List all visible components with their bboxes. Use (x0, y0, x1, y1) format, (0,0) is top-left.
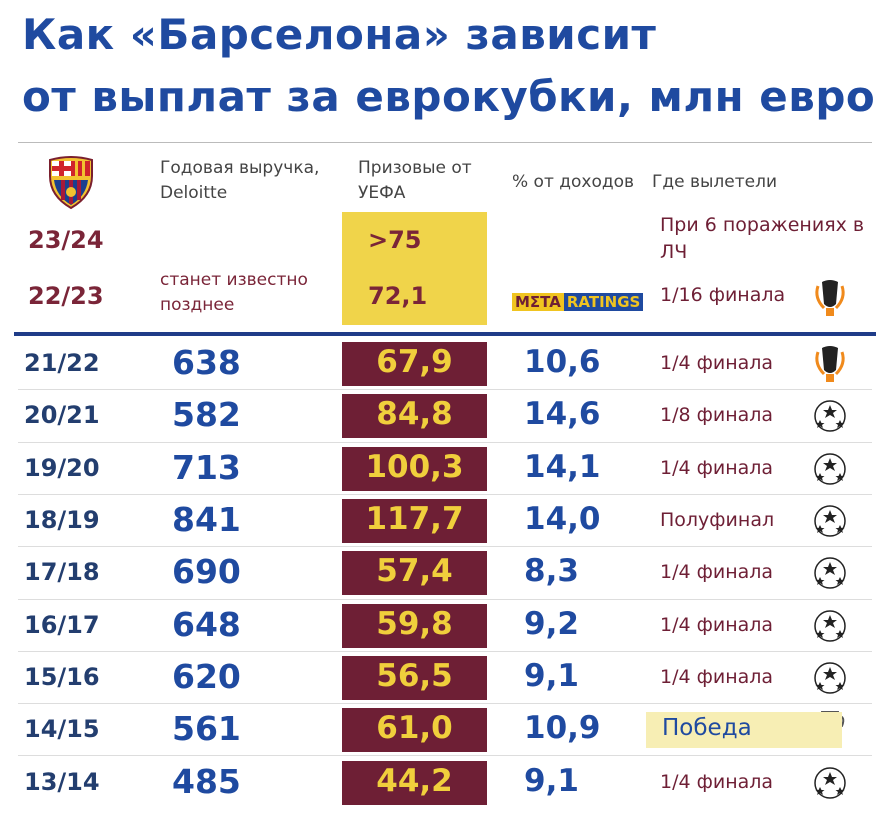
revenue: 561 (172, 709, 241, 749)
divider (18, 142, 872, 143)
champions-league-icon (814, 505, 846, 537)
season: 14/15 (24, 715, 100, 744)
prize: 61,0 (376, 710, 453, 747)
europa-league-icon (815, 278, 845, 318)
prize: 56,5 (376, 657, 453, 694)
stage: 1/16 финала (660, 284, 786, 306)
prize-box (342, 708, 487, 753)
stage-highlight (646, 712, 842, 749)
row-separator (18, 598, 872, 600)
champions-league-icon (814, 766, 846, 799)
season: 18/19 (24, 506, 100, 535)
row-separator (18, 441, 872, 443)
column-header: % от доходов (512, 172, 635, 192)
revenue: 713 (172, 447, 241, 487)
column-header: Где вылетели (652, 172, 778, 192)
prize: >75 (368, 226, 422, 254)
champions-league-icon (814, 400, 846, 433)
prize: 57,4 (376, 553, 453, 590)
row-separator (18, 493, 872, 495)
revenue: 648 (172, 604, 241, 644)
share: 9,2 (524, 605, 579, 642)
prize: 44,2 (376, 762, 453, 799)
note: станет известно позднее (160, 270, 308, 315)
prize-box (342, 603, 487, 648)
prize-box (342, 446, 487, 491)
season: 16/17 (24, 610, 100, 639)
stage: 1/4 финала (660, 456, 774, 479)
prize-box (342, 551, 487, 596)
prize-highlight (342, 212, 487, 325)
europa-league-icon (815, 344, 845, 384)
stage: 1/4 финала (660, 613, 774, 636)
club-crest (49, 156, 93, 210)
share: 14,1 (524, 448, 601, 485)
prize-box (342, 499, 487, 544)
share: 9,1 (524, 762, 579, 799)
champions-league-icon (814, 557, 846, 590)
season: 15/16 (24, 662, 100, 691)
prize: 84,8 (376, 396, 453, 433)
row-separator (18, 755, 872, 757)
title: от выплат за еврокубки, млн евро (22, 72, 876, 121)
season: 20/21 (24, 401, 100, 430)
revenue: 620 (172, 656, 241, 696)
column-header: Годовая выручка, Deloitte (160, 158, 320, 203)
row-separator (18, 546, 872, 548)
title: Как «Барселона» зависит (22, 10, 657, 59)
brand-right: RATINGS (563, 293, 644, 311)
revenue: 841 (172, 500, 241, 540)
share: 10,6 (524, 344, 601, 381)
share: 10,9 (524, 710, 601, 747)
share: 8,3 (524, 553, 579, 590)
stage: 1/4 финала (660, 770, 774, 793)
season: 23/24 (28, 226, 104, 254)
brand: MΣTA RATINGS (512, 291, 644, 313)
prize-box (342, 655, 487, 700)
revenue: 638 (172, 343, 241, 383)
season: 17/18 (24, 558, 100, 587)
prize: 117,7 (365, 501, 464, 538)
row-separator (18, 650, 872, 652)
prize-box (342, 342, 487, 387)
share: 14,0 (524, 501, 601, 538)
champions-league-icon (814, 662, 846, 694)
champions-league-icon (814, 453, 846, 485)
stage: Полуфинал (660, 509, 775, 532)
row-separator (18, 703, 872, 705)
stage: При 6 поражениях в ЛЧ (660, 214, 865, 263)
prize: 100,3 (365, 448, 464, 485)
stage: 1/4 финала (660, 352, 774, 375)
stage: 1/8 финала (660, 404, 774, 427)
share: 9,1 (524, 657, 579, 694)
season: 19/20 (24, 453, 100, 482)
share: 14,6 (524, 396, 601, 433)
column-header: Призовые от УЕФА (358, 158, 472, 203)
prize: 67,9 (376, 344, 453, 381)
revenue: 690 (172, 552, 241, 592)
season: 22/23 (28, 282, 104, 310)
prize-box (342, 760, 487, 805)
champions-league-icon (814, 609, 846, 642)
prize-box (342, 394, 487, 439)
stage: 1/4 финала (660, 561, 774, 584)
season: 13/14 (24, 767, 100, 796)
brand-left: MΣTA (512, 293, 564, 311)
prize: 59,8 (376, 605, 453, 642)
season: 21/22 (24, 349, 100, 378)
stage: 1/4 финала (660, 665, 774, 688)
prize: 72,1 (368, 282, 428, 310)
divider (14, 332, 876, 336)
revenue: 485 (172, 761, 241, 801)
revenue: 582 (172, 395, 241, 435)
row-separator (18, 389, 872, 391)
stage: Победа (662, 715, 752, 742)
